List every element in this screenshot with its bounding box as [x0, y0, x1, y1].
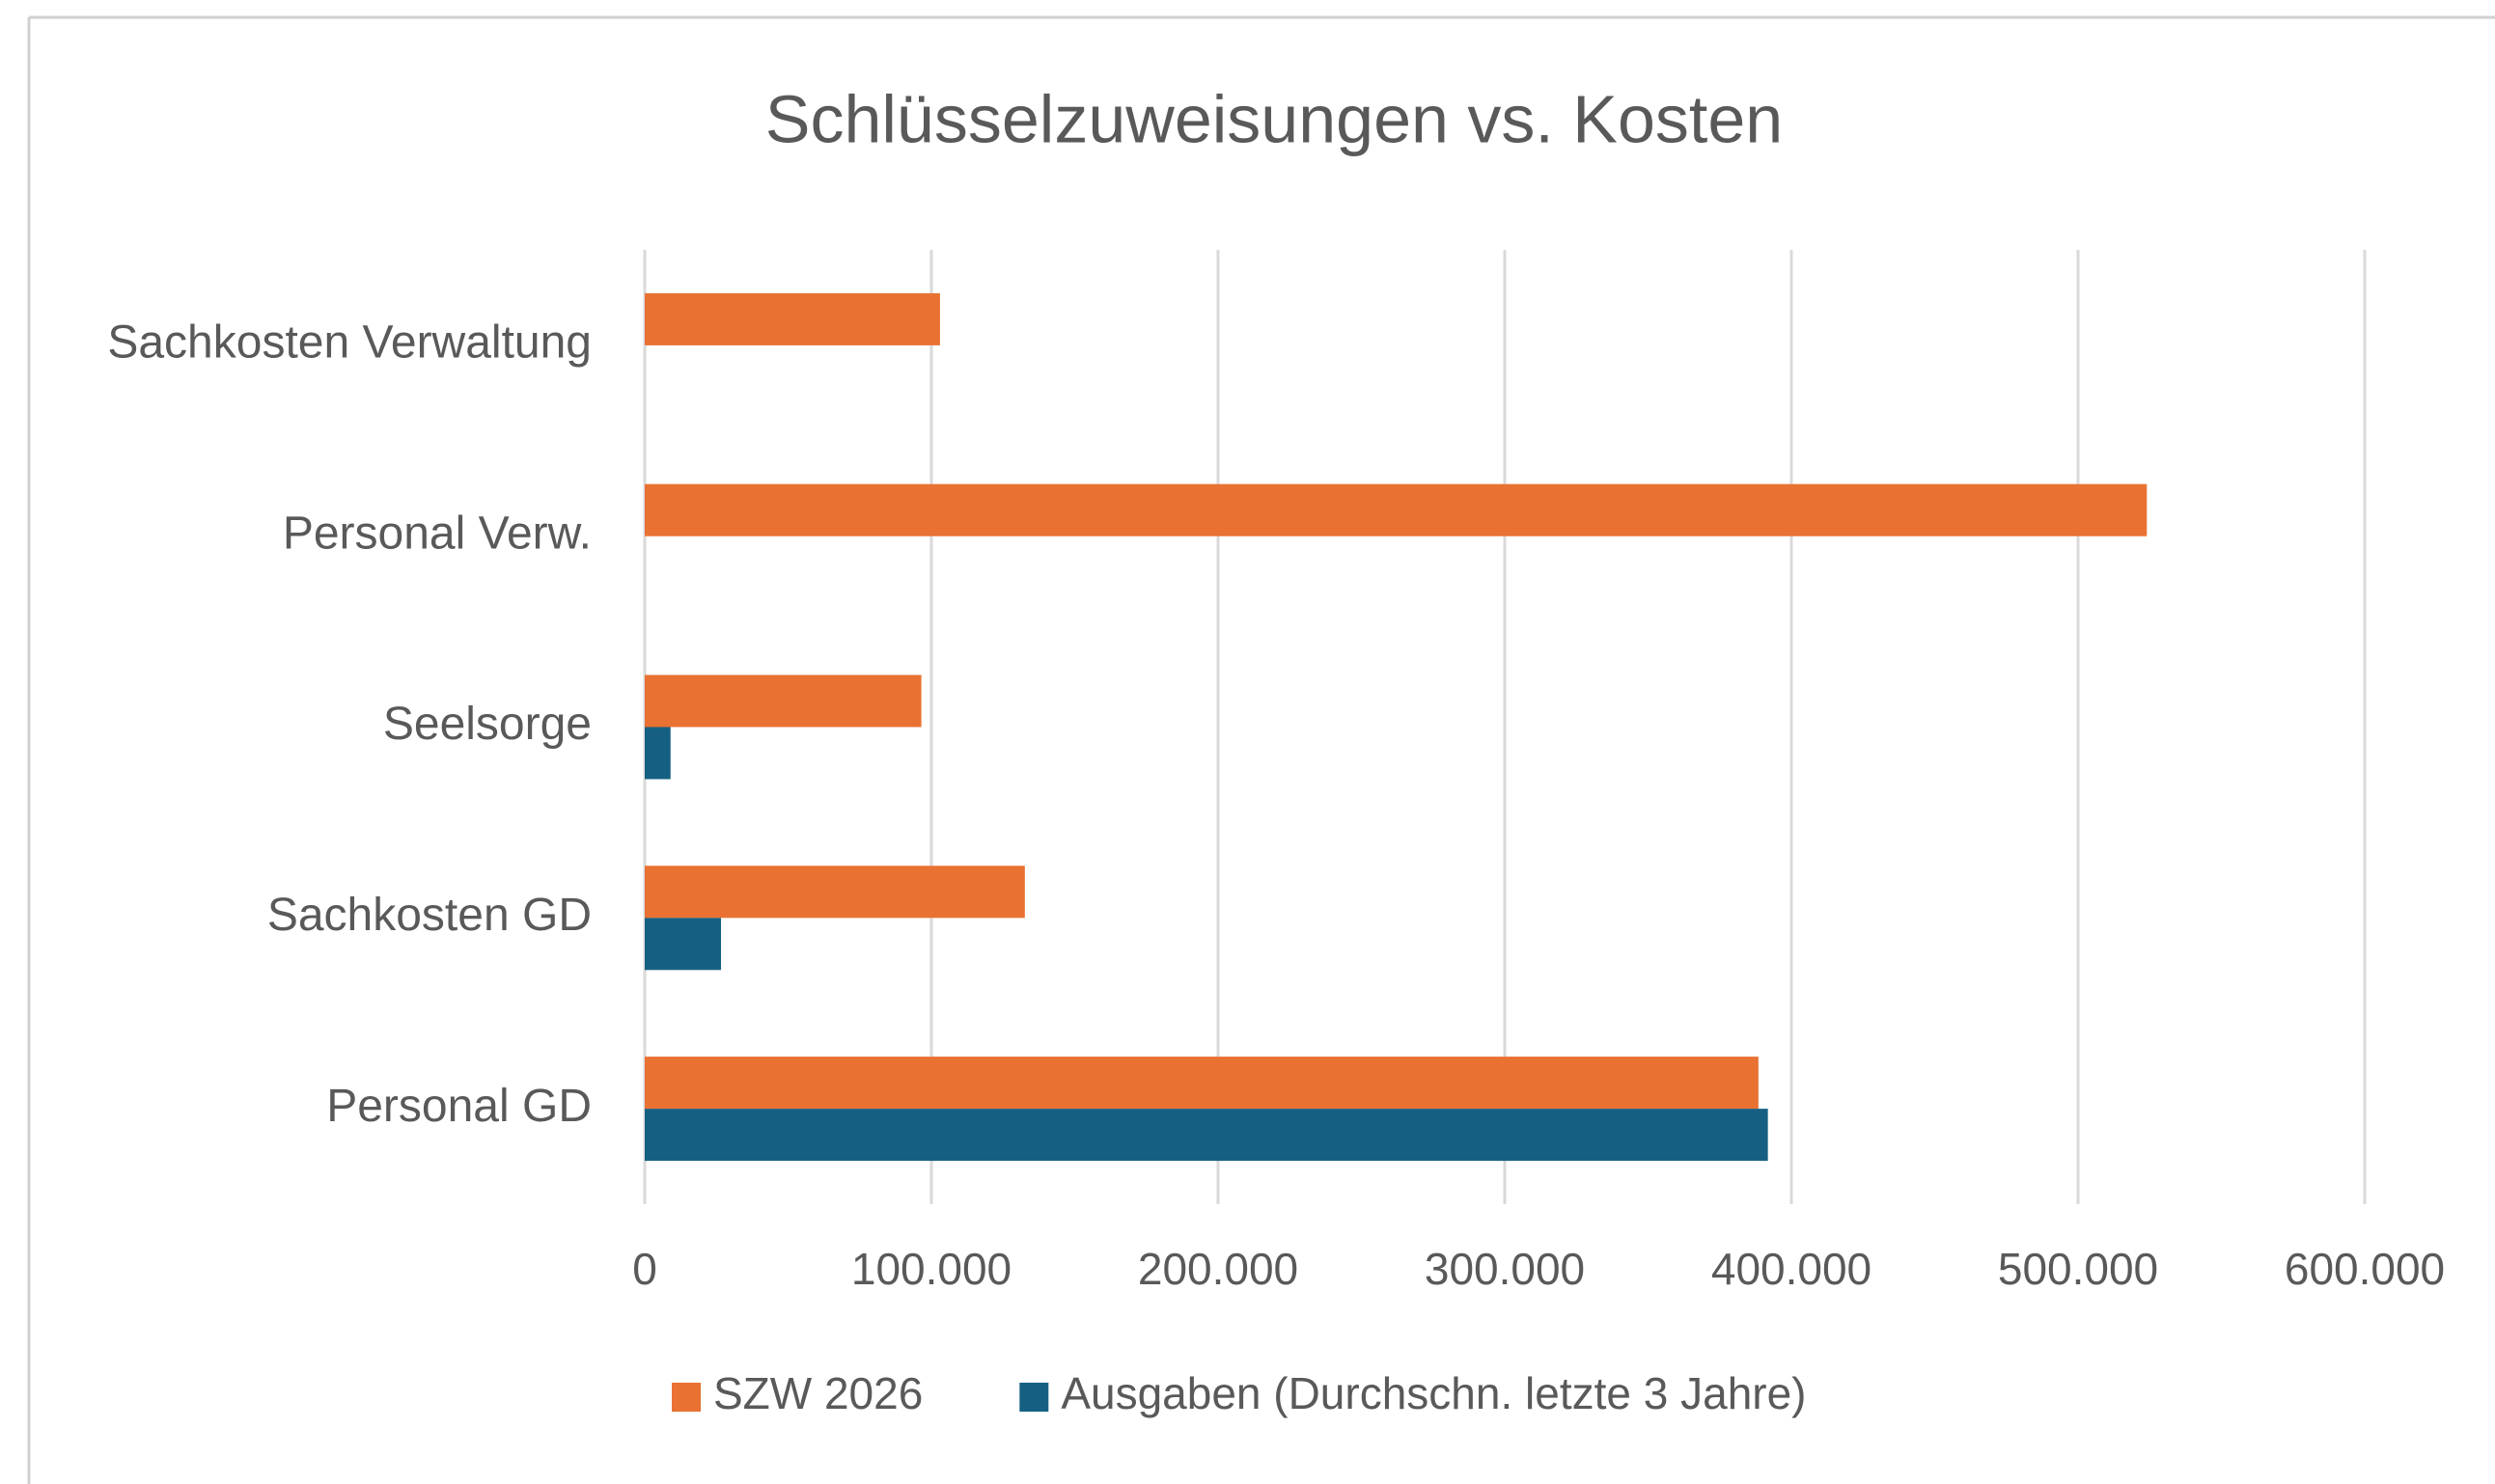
y-tick-label: Sachkosten GD [267, 890, 592, 941]
y-tick-label: Sachkosten Verwaltung [107, 317, 592, 369]
x-tick-label: 600.000 [2285, 1244, 2445, 1294]
bar [645, 483, 2148, 536]
y-tick-label: Personal Verw. [283, 508, 592, 559]
bar [645, 292, 940, 345]
y-tick-label: Personal GD [326, 1081, 592, 1132]
y-tick-label: Seelsorge [383, 699, 592, 750]
legend-label: SZW 2026 [713, 1368, 923, 1418]
bar [645, 727, 671, 780]
legend-label: Ausgaben (Durchschn. letzte 3 Jahre) [1061, 1368, 1806, 1418]
bar [645, 866, 1025, 919]
x-tick-label: 0 [632, 1244, 657, 1294]
bar [645, 918, 722, 971]
chart-title: Schlüsselzuweisungen vs. Kosten [765, 81, 1783, 156]
bar [645, 1109, 1768, 1162]
bar [645, 674, 922, 728]
x-tick-label: 400.000 [1711, 1244, 1871, 1294]
legend-swatch [1019, 1383, 1049, 1412]
legend-swatch [672, 1383, 701, 1412]
x-tick-label: 100.000 [851, 1244, 1012, 1294]
bar [645, 1057, 1759, 1110]
x-tick-label: 500.000 [1998, 1244, 2158, 1294]
x-tick-label: 200.000 [1138, 1244, 1298, 1294]
x-tick-label: 300.000 [1425, 1244, 1585, 1294]
